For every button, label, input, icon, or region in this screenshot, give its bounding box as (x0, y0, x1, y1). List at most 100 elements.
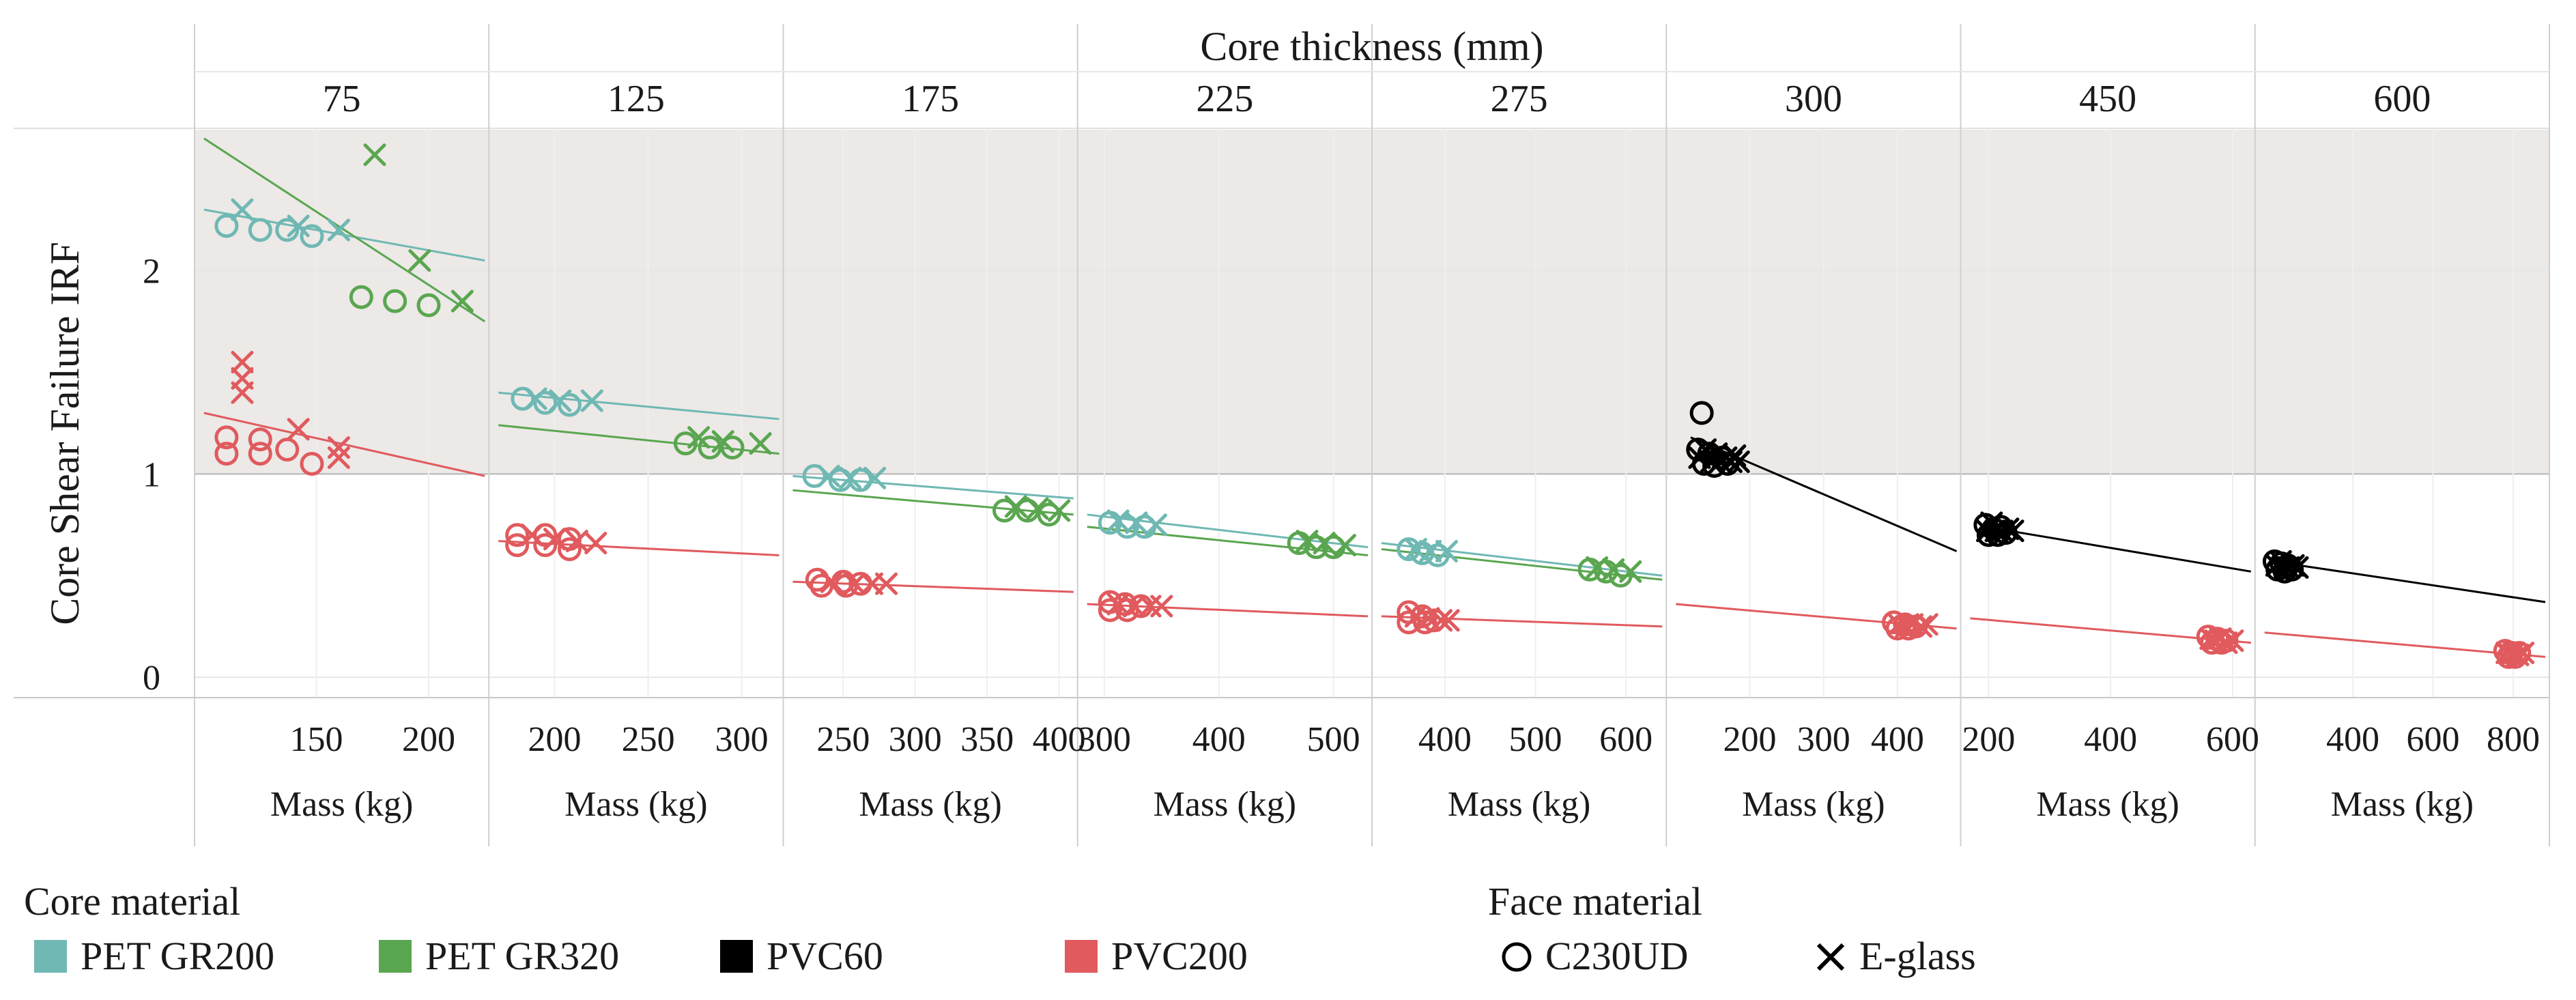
x-tick-label: 400 (1871, 720, 1924, 759)
point-cross (1419, 540, 1442, 563)
point-cross (327, 446, 350, 470)
x-tick-label: 400 (1418, 720, 1472, 759)
legend-swatch (720, 940, 753, 973)
legend-face-title: Face material (1488, 879, 1702, 924)
y-tick-label: 2 (143, 253, 160, 291)
point-cross (450, 289, 474, 313)
point-circle (214, 214, 239, 238)
point-cross (1048, 499, 1071, 522)
point-circle (802, 463, 827, 488)
point-circle (1608, 563, 1633, 588)
point-circle (383, 289, 407, 313)
point-cross (687, 426, 711, 449)
point-cross (2277, 556, 2300, 579)
point-circle (1397, 610, 1421, 635)
x-tick-label: 300 (1797, 720, 1850, 759)
trendline (792, 580, 1074, 593)
trendline (792, 474, 1074, 500)
point-cross (1435, 540, 1459, 563)
x-tick-label: 400 (1192, 720, 1246, 759)
point-cross (1727, 450, 1750, 473)
legend-core-label: PVC200 (1111, 934, 1248, 978)
point-cross (287, 214, 310, 238)
point-cross (231, 381, 254, 404)
panel-label: 275 (1491, 78, 1548, 120)
point-cross (1333, 534, 1356, 557)
legend-face-label: C230UD (1545, 934, 1688, 978)
point-cross (1106, 509, 1130, 532)
point-cross (817, 464, 840, 487)
legend-core-label: PET GR200 (81, 934, 274, 978)
panel-frame (14, 24, 2550, 846)
point-cross (580, 389, 603, 412)
point-circle (1689, 401, 1714, 425)
trendline (2272, 560, 2546, 603)
x-axis-label: Mass (kg) (564, 785, 707, 824)
point-circle (2205, 627, 2230, 651)
trendline (1985, 526, 2251, 573)
point-circle (720, 435, 745, 460)
x-tick-label: 600 (2407, 720, 2460, 759)
x-tick-label: 200 (1723, 720, 1776, 759)
point-circle (505, 533, 530, 558)
point-circle (1115, 515, 1139, 539)
point-cross (1437, 609, 1460, 632)
point-circle (698, 435, 722, 460)
point-cross (711, 430, 734, 453)
point-circle (248, 442, 272, 466)
x-axis-label: Mass (kg) (1742, 785, 1885, 824)
point-cross (1026, 497, 1049, 520)
legend: Core material Face material PET GR200 PET… (24, 879, 1976, 978)
y-tick-label: 0 (143, 659, 160, 698)
point-circle (557, 537, 582, 562)
point-circle (1413, 610, 1437, 635)
point-cross (843, 572, 866, 595)
x-axis-label: Mass (kg) (1448, 785, 1590, 824)
legend-circle-marker (1502, 942, 1532, 972)
point-cross (2215, 631, 2238, 655)
y-axis-label: Core Shear Failure IRF (42, 242, 87, 625)
point-cross (524, 387, 547, 410)
point-cross (1602, 558, 1625, 581)
point-cross (549, 389, 572, 412)
point-circle (673, 431, 698, 456)
point-circle (248, 427, 272, 452)
legend-swatch (34, 940, 67, 973)
point-circle (1037, 502, 1061, 527)
x-axis-label: Mass (kg) (2331, 785, 2474, 824)
x-tick-label: 150 (290, 720, 343, 759)
panel-label: 75 (323, 78, 361, 120)
point-cross (287, 418, 310, 441)
panel-label: 450 (2079, 78, 2136, 120)
legend-core-title: Core material (24, 879, 240, 924)
trendline (203, 412, 485, 477)
point-circle (416, 293, 441, 317)
x-tick-label: 300 (1078, 720, 1131, 759)
point-cross (231, 198, 254, 221)
point-cross (2221, 629, 2244, 653)
point-cross (584, 532, 607, 555)
legend-core-label: PVC60 (767, 934, 883, 978)
chart-title: Core thickness (mm) (1200, 24, 1543, 69)
panel-label: 300 (1785, 78, 1842, 120)
panel-label: 125 (607, 78, 665, 120)
x-tick-label: 200 (402, 720, 455, 759)
point-cross (1004, 495, 1027, 518)
legend-core-label: PET GR320 (425, 934, 619, 978)
point-circle (1422, 608, 1446, 633)
x-tick-label: 400 (2084, 720, 2137, 759)
point-circle (810, 573, 834, 598)
point-cross (863, 466, 887, 489)
point-cross (521, 524, 544, 547)
point-circle (1893, 612, 1917, 637)
point-cross (1125, 511, 1148, 534)
point-circle (275, 438, 300, 462)
point-circle (248, 218, 272, 242)
point-cross (749, 432, 772, 455)
data-points (214, 143, 2535, 669)
point-cross (2506, 643, 2530, 666)
point-cross (1313, 532, 1336, 555)
point-cross (1123, 595, 1146, 618)
